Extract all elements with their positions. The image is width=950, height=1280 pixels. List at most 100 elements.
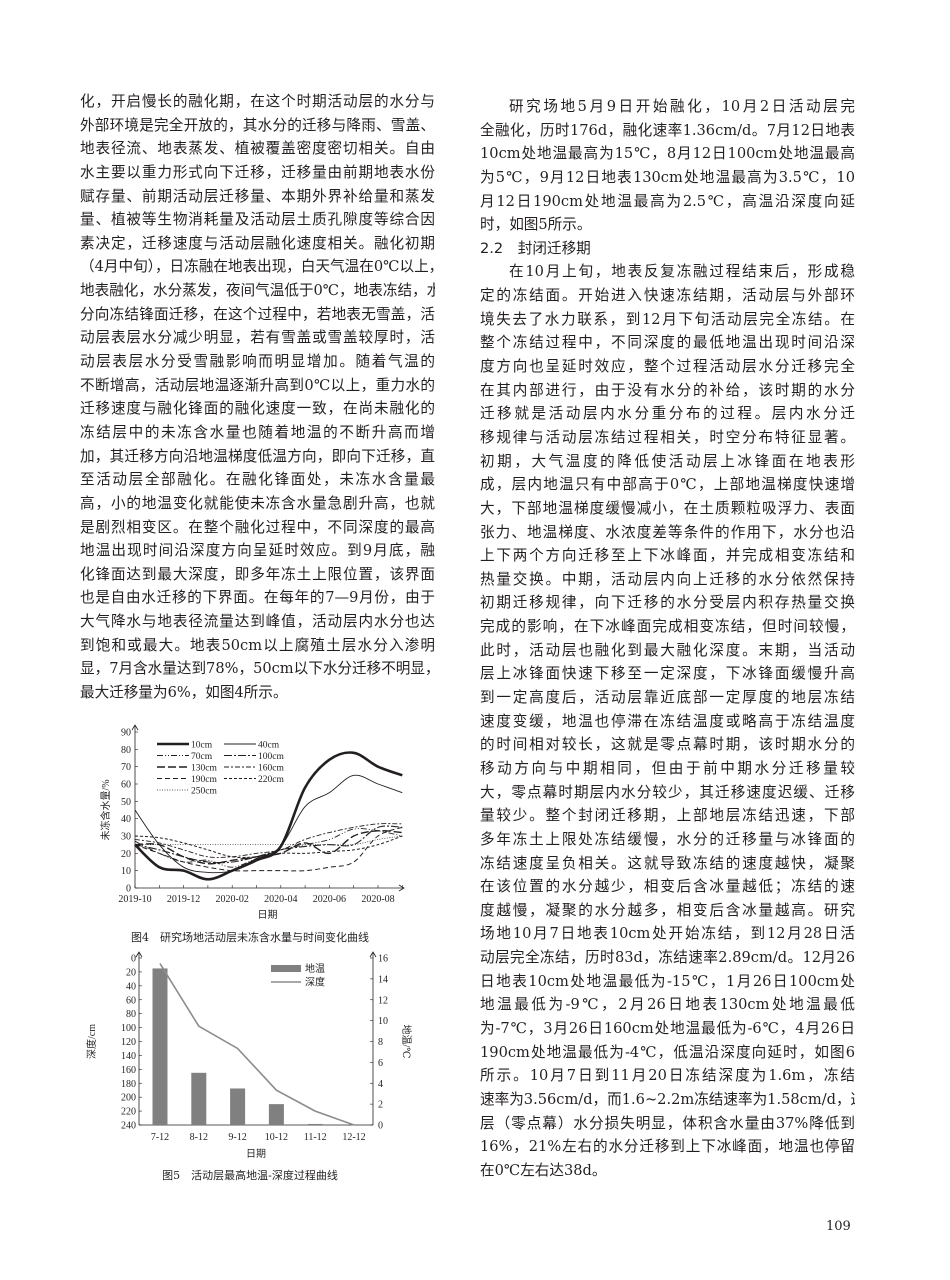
text-line: 多年冻土上限处冻结缓慢，水分的迁移量与冰锋面的 <box>480 830 855 848</box>
right-tick-label: 6 <box>378 1058 383 1069</box>
y-tick-label: 30 <box>121 832 131 843</box>
text-line: 上下两个方向迁移至上下冰峰面，并完成相变冻结和 <box>480 547 855 565</box>
text-line: 所示。10月7日到11月20日冻结深度为1.6m，冻结 <box>480 1067 855 1085</box>
text-line: 日地表10cm处地温最低为-15℃，1月26日100cm处 <box>480 972 855 990</box>
legend-label: 70cm <box>191 752 213 762</box>
text-line: 研究场地5月9日开始融化，10月2日活动层完 <box>509 98 855 115</box>
x-tick-label: 2019-12 <box>167 894 200 905</box>
left-tick-label: 80 <box>126 1009 136 1020</box>
x-tick-label: 2019-10 <box>118 894 151 905</box>
text-line: 时，如图5所示。 <box>480 216 592 234</box>
text-line: 量、植被等生物消耗量及活动层土质孔隙度等综合因 <box>80 211 435 229</box>
y-tick-label: 60 <box>121 780 131 791</box>
text-line: 动层完全冻结，历时83d，冻结速率2.89cm/d。12月26 <box>480 949 855 967</box>
y-tick-label: 80 <box>121 745 131 756</box>
text-line: 迁移速度与融化锋面的融化速度一致，在尚未融化的 <box>80 400 435 418</box>
left-tick-label: 20 <box>126 967 136 978</box>
right-tick-label: 16 <box>378 954 388 965</box>
left-tick-label: 40 <box>126 981 136 992</box>
x-tick-label: 2020-04 <box>264 894 297 905</box>
text-line: 度方向也呈延时效应，整个过程活动层水分迁移完全 <box>480 358 855 376</box>
text-line: 动层表层水分受雪融影响而明显增加。随着气温的 <box>80 353 435 371</box>
left-axis-arrow-icon <box>135 951 143 958</box>
bar-7-12 <box>152 968 168 1125</box>
bar-11-12 <box>307 1123 323 1125</box>
x-tick-label: 2020-06 <box>313 894 346 905</box>
page-number: 109 <box>826 1219 851 1234</box>
figure-5-caption: 图5 活动层最高地温-深度过程曲线 <box>162 1169 338 1182</box>
text-line: 层上冰锋面快速下移至一定深度，下冰锋面缓慢升高 <box>480 665 855 683</box>
text-line: 地温出现时间沿深度方向呈延时效应。到9月底，融 <box>80 542 435 560</box>
figure-5-bar-line-chart: 0 20 40 60 80 100 120 140 160 180 200 220 240 0 2 4 6 8 10… <box>85 951 413 1160</box>
legend-label: 10cm <box>191 741 213 751</box>
x-tick-label: 12-12 <box>342 1132 365 1143</box>
x-tick-label: 2020-02 <box>216 894 249 905</box>
text-line: 初期迁移规律，向下迁移的水分受层内积存热量交换 <box>480 594 855 612</box>
text-line: 素决定，迁移速度与活动层融化速度相关。融化初期 <box>80 234 435 252</box>
x-tick-label: 9-12 <box>228 1132 246 1143</box>
series-line-160cm <box>134 823 403 858</box>
text-line: 地温最低为-9℃，2月26日地表130cm处地温最低 <box>480 996 855 1014</box>
left-tick-label: 220 <box>121 1107 136 1118</box>
text-line: 冻结速度呈负相关。这就导致冻结的速度越快，凝聚 <box>480 854 855 872</box>
text-line: 此时，活动层也融化到最大融化深度。末期，当活动 <box>480 641 855 659</box>
left-tick-label: 200 <box>121 1093 136 1104</box>
legend-label: 40cm <box>258 741 280 751</box>
y-tick-label: 20 <box>121 849 131 860</box>
text-line: 度越慢，凝聚的水分越多，相变后含冰量越高。研究 <box>480 901 855 919</box>
x-tick-label: 10-12 <box>265 1132 288 1143</box>
text-line: 赋存量、前期活动层迁移量、本期外界补给量和蒸发 <box>80 187 435 205</box>
text-line: 10cm处地温最高为15℃，8月12日100cm处地温最高 <box>480 145 855 163</box>
right-tick-label: 12 <box>378 995 388 1006</box>
text-line: 整个冻结过程中，不同深度的最低地温出现时间沿深 <box>480 334 855 352</box>
left-text-column: 化，开启慢长的融化期，在这个时期活动层的水分与 外部环境是完全开放的，其水分的迁移… <box>80 90 435 705</box>
y-axis-arrow-icon <box>131 724 139 731</box>
text-line: 的时间相对较长，这就是零点幕时期，该时期水分的 <box>480 736 855 754</box>
text-line: 地表融化，水分蒸发，夜间气温低于0℃，地表冻结，水 <box>80 282 435 300</box>
text-line: 层（零点幕）水分损失明显，体积含水量由37%降低到 <box>480 1114 855 1132</box>
text-line: 到饱和或最大。地表50cm以上腐殖土层水分入渗明 <box>80 636 435 654</box>
x-axis-label: 日期 <box>258 909 278 921</box>
y-axis-label: 未冻含水量/% <box>99 779 112 840</box>
text-line: 在0℃左右达38d。 <box>480 1161 607 1179</box>
text-line: 最大迁移量为6%，如图4所示。 <box>80 684 288 702</box>
right-axis-label: 地温/℃ <box>400 1025 413 1059</box>
x-tick-label: 7-12 <box>151 1132 169 1143</box>
text-line: 大气降水与地表径流量达到峰值，活动层内水分也达 <box>80 613 435 631</box>
text-line: 大，零点幕时期层内水分较少，其迁移速度迟缓、迁移 <box>480 783 855 801</box>
x-tick-label: 8-12 <box>190 1132 208 1143</box>
text-line: 分向冻结锋面迁移，在这个过程中，若地表无雪盖，活 <box>80 305 435 323</box>
left-tick-label: 140 <box>121 1051 136 1062</box>
legend-label: 地温 <box>305 962 325 975</box>
text-line: 高，小的地温变化就能使未冻含水量急剧升高，也就 <box>80 494 435 512</box>
right-text-column: 研究场地5月9日开始融化，10月2日活动层完全融化，历时176d，融化速率1.3… <box>480 95 855 1182</box>
text-line: 全融化，历时176d，融化速率1.36cm/d。7月12日地表 <box>480 121 855 139</box>
left-tick-label: 180 <box>121 1079 136 1090</box>
y-tick-label: 50 <box>121 797 131 808</box>
left-tick-label: 100 <box>121 1023 136 1034</box>
left-axis-label: 深度/cm <box>85 1024 98 1059</box>
x-tick-label: 11-12 <box>304 1132 327 1143</box>
text-line: 初期，大气温度的降低使活动层上冰锋面在地表形 <box>480 452 855 470</box>
text-line: 速率为3.56cm/d，而1.6~2.2m冻结速率为1.58cm/d，这 <box>480 1090 855 1108</box>
legend-label: 190cm <box>191 775 217 785</box>
text-line: 16%，21%左右的水分迁移到上下冰峰面，地温也停留 <box>480 1138 855 1156</box>
text-line: 迁移就是活动层内水分重分布的过程。层内水分迁 <box>480 405 855 423</box>
left-tick-label: 0 <box>131 954 136 965</box>
section-heading: 2.2 封闭迁移期 <box>480 239 591 257</box>
text-line: 加，其迁移方向沿地温梯度低温方向，即向下迁移，直 <box>80 447 435 465</box>
legend-label: 250cm <box>191 787 217 797</box>
text-line: （4月中旬），日冻融在地表出现，白天气温在0℃以上， <box>80 258 435 276</box>
y-tick-label: 0 <box>126 884 131 895</box>
text-line: 境失去了水力联系，到12月下旬活动层完全冻结。在 <box>480 310 855 328</box>
left-tick-label: 120 <box>121 1037 136 1048</box>
x-axis-label: 日期 <box>246 1148 266 1160</box>
series-line-190cm <box>134 826 403 872</box>
text-line: 水主要以重力形式向下迁移，迁移量由前期地表水份 <box>80 163 435 181</box>
text-line: 为-7℃，3月26日160cm处地温最低为-6℃，4月26日 <box>480 1019 855 1037</box>
text-line: 速度变缓，地温也停滞在冻结温度或略高于冻结温度 <box>480 712 855 730</box>
text-line: 完成的影响，在下冰峰面完成相变冻结，但时间较慢， <box>480 618 855 636</box>
text-line: 热量交换。中期，活动层内向上迁移的水分依然保持 <box>480 570 855 588</box>
text-line: 是剧烈相变区。在整个融化过程中，不同深度的最高 <box>80 518 435 536</box>
legend-label: 130cm <box>191 764 217 774</box>
